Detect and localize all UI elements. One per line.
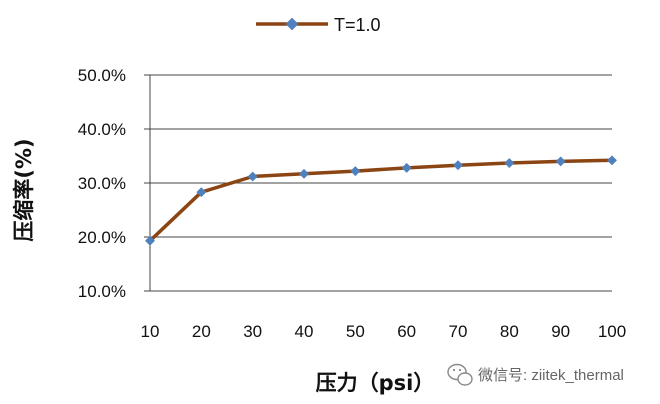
x-tick-label: 10 — [141, 322, 160, 341]
data-point — [401, 162, 412, 173]
legend: T=1.0 — [256, 15, 381, 35]
y-axis-title: 压缩率(%) — [12, 138, 36, 241]
y-tick-label: 10.0% — [78, 282, 126, 301]
y-tick-label: 30.0% — [78, 174, 126, 193]
x-tick-label: 30 — [243, 322, 262, 341]
series-line — [148, 158, 613, 243]
x-axis-title: 压力（psi） — [316, 371, 435, 395]
data-point — [453, 160, 463, 171]
x-tick-label: 40 — [295, 322, 314, 341]
gridlines — [150, 74, 612, 238]
data-point — [504, 158, 515, 168]
y-tick-label: 50.0% — [78, 66, 126, 85]
data-point — [555, 156, 566, 167]
x-tick-label: 60 — [397, 322, 416, 341]
y-tick-labels: 10.0% 20.0% 30.0% 40.0% 50.0% — [78, 66, 126, 301]
data-point — [145, 235, 155, 246]
legend-marker-swatch — [285, 17, 299, 31]
watermark-text: 微信号: ziitek_thermal — [478, 367, 624, 384]
x-tick-label: 70 — [449, 322, 468, 341]
y-tick-label: 40.0% — [78, 120, 126, 139]
x-tick-labels: 10 20 30 40 50 60 70 80 90 100 — [141, 322, 627, 341]
data-point — [607, 155, 617, 166]
watermark: 微信号: ziitek_thermal — [447, 363, 624, 386]
data-point — [247, 171, 258, 182]
x-tick-label: 90 — [551, 322, 570, 341]
axes — [144, 74, 612, 292]
data-point — [299, 168, 309, 179]
legend-label: T=1.0 — [334, 15, 381, 35]
data-point — [350, 166, 361, 177]
y-tick-label: 20.0% — [78, 228, 126, 247]
x-tick-label: 100 — [598, 322, 626, 341]
x-tick-label: 20 — [192, 322, 211, 341]
wechat-icon — [447, 363, 473, 386]
x-tick-label: 80 — [500, 322, 519, 341]
x-tick-label: 50 — [346, 322, 365, 341]
data-point — [196, 187, 207, 198]
series-t1 — [145, 155, 617, 246]
